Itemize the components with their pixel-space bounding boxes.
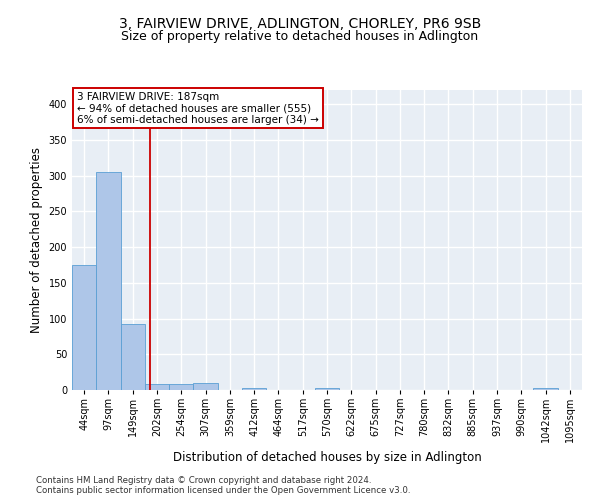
Text: 3, FAIRVIEW DRIVE, ADLINGTON, CHORLEY, PR6 9SB: 3, FAIRVIEW DRIVE, ADLINGTON, CHORLEY, P…: [119, 18, 481, 32]
Text: Size of property relative to detached houses in Adlington: Size of property relative to detached ho…: [121, 30, 479, 43]
Bar: [193, 383, 218, 390]
Text: Contains public sector information licensed under the Open Government Licence v3: Contains public sector information licen…: [36, 486, 410, 495]
Text: Contains HM Land Registry data © Crown copyright and database right 2024.: Contains HM Land Registry data © Crown c…: [36, 476, 371, 485]
Bar: [72, 265, 96, 390]
Y-axis label: Number of detached properties: Number of detached properties: [30, 147, 43, 333]
Bar: [533, 388, 558, 390]
X-axis label: Distribution of detached houses by size in Adlington: Distribution of detached houses by size …: [173, 450, 481, 464]
Bar: [96, 172, 121, 390]
Text: 3 FAIRVIEW DRIVE: 187sqm
← 94% of detached houses are smaller (555)
6% of semi-d: 3 FAIRVIEW DRIVE: 187sqm ← 94% of detach…: [77, 92, 319, 124]
Bar: [121, 324, 145, 390]
Bar: [145, 384, 169, 390]
Bar: [169, 384, 193, 390]
Bar: [315, 388, 339, 390]
Bar: [242, 388, 266, 390]
